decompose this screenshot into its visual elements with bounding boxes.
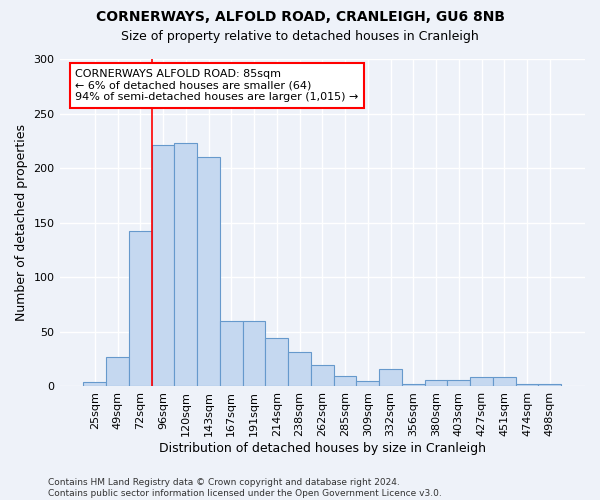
- Bar: [448, 380, 470, 386]
- Y-axis label: Number of detached properties: Number of detached properties: [15, 124, 28, 321]
- Text: CORNERWAYS ALFOLD ROAD: 85sqm
← 6% of detached houses are smaller (64)
94% of se: CORNERWAYS ALFOLD ROAD: 85sqm ← 6% of de…: [76, 69, 359, 102]
- Text: Contains HM Land Registry data © Crown copyright and database right 2024.
Contai: Contains HM Land Registry data © Crown c…: [48, 478, 442, 498]
- Bar: [470, 376, 493, 386]
- Bar: [220, 321, 242, 386]
- Bar: [493, 376, 515, 386]
- Bar: [515, 384, 538, 386]
- Bar: [197, 157, 220, 386]
- Bar: [402, 384, 425, 386]
- Bar: [311, 364, 334, 386]
- Bar: [265, 338, 288, 386]
- Bar: [106, 357, 129, 386]
- Bar: [288, 352, 311, 386]
- Bar: [129, 232, 152, 386]
- Text: Size of property relative to detached houses in Cranleigh: Size of property relative to detached ho…: [121, 30, 479, 43]
- X-axis label: Distribution of detached houses by size in Cranleigh: Distribution of detached houses by size …: [159, 442, 486, 455]
- Bar: [242, 321, 265, 386]
- Bar: [334, 376, 356, 386]
- Bar: [425, 380, 448, 386]
- Bar: [538, 384, 561, 386]
- Bar: [83, 382, 106, 386]
- Bar: [379, 369, 402, 386]
- Bar: [356, 381, 379, 386]
- Bar: [175, 143, 197, 386]
- Bar: [152, 145, 175, 386]
- Text: CORNERWAYS, ALFOLD ROAD, CRANLEIGH, GU6 8NB: CORNERWAYS, ALFOLD ROAD, CRANLEIGH, GU6 …: [95, 10, 505, 24]
